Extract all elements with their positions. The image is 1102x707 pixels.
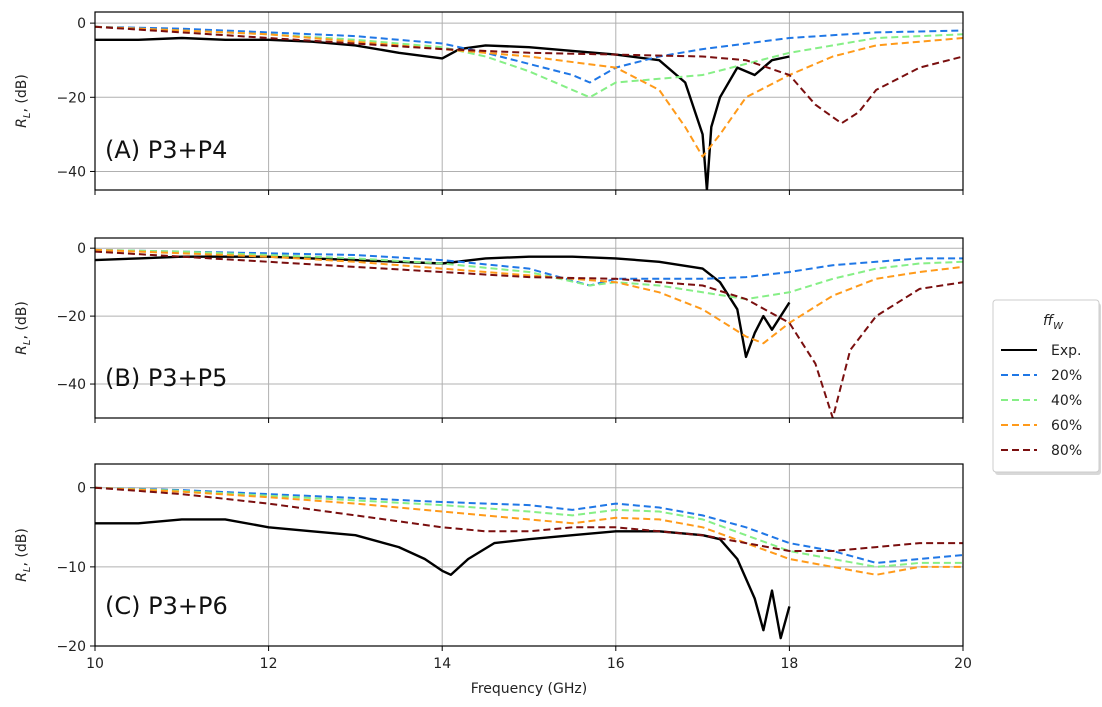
series-line-80 [95, 25, 963, 125]
plot-frame [94, 11, 964, 191]
x-tick-label: 18 [780, 656, 798, 672]
legend-label: Exp. [1051, 343, 1081, 359]
legend-label: 20% [1051, 368, 1082, 384]
series-line-60 [95, 25, 963, 158]
series-line-40 [95, 25, 963, 99]
panel-0: 0 −20 −40 RL, (dB) (A) P3+P4 [14, 11, 964, 195]
x-tick-label: 16 [607, 656, 625, 672]
panel-1: 0 −20 −40 RL, (dB) (B) P3+P5 [14, 237, 964, 423]
plot-frame [94, 463, 964, 647]
x-tick-label: 20 [954, 656, 972, 672]
x-tick-label: 14 [433, 656, 451, 672]
y-tick-label: −40 [56, 377, 86, 393]
legend-label: 60% [1051, 418, 1082, 434]
x-tick-label: 10 [86, 656, 104, 672]
legend-title: ffW [1043, 313, 1064, 332]
series-line-60 [95, 248, 963, 345]
x-axis-label: Frequency (GHz) [471, 681, 587, 697]
y-tick-label: −20 [56, 90, 86, 106]
series-line-exp [95, 255, 791, 359]
legend-label: 80% [1051, 443, 1082, 459]
series-line-40 [95, 486, 963, 568]
x-tick-label: 12 [260, 656, 278, 672]
y-tick-label: 0 [77, 16, 86, 32]
series-line-60 [95, 486, 963, 576]
y-tick-label: 0 [77, 241, 86, 257]
panel-label: (B) P3+P5 [105, 364, 227, 392]
plot-frame [94, 237, 964, 419]
y-tick-label: −40 [56, 164, 86, 180]
series-line-20 [95, 248, 963, 287]
y-tick-label: −20 [56, 639, 86, 655]
y-axis-label: RL, (dB) [14, 528, 33, 582]
legend-box [992, 299, 1100, 473]
y-axis-label: RL, (dB) [14, 74, 33, 128]
series-line-80 [95, 250, 963, 418]
legend-label: 40% [1051, 393, 1082, 409]
series-line-40 [95, 248, 963, 301]
series-line-20 [95, 25, 963, 84]
panel-label: (A) P3+P4 [105, 136, 227, 164]
y-tick-label: −20 [56, 309, 86, 325]
y-tick-label: 0 [77, 481, 86, 497]
series-line-80 [95, 486, 963, 552]
y-axis-label: RL, (dB) [14, 301, 33, 355]
series-line-exp [95, 518, 791, 640]
legend: ffW Exp. 20% 40% 60% 80% [992, 299, 1101, 475]
y-tick-label: −10 [56, 560, 86, 576]
series-line-20 [95, 486, 963, 564]
panel-label: (C) P3+P6 [105, 592, 228, 620]
series-line-exp [95, 36, 790, 190]
